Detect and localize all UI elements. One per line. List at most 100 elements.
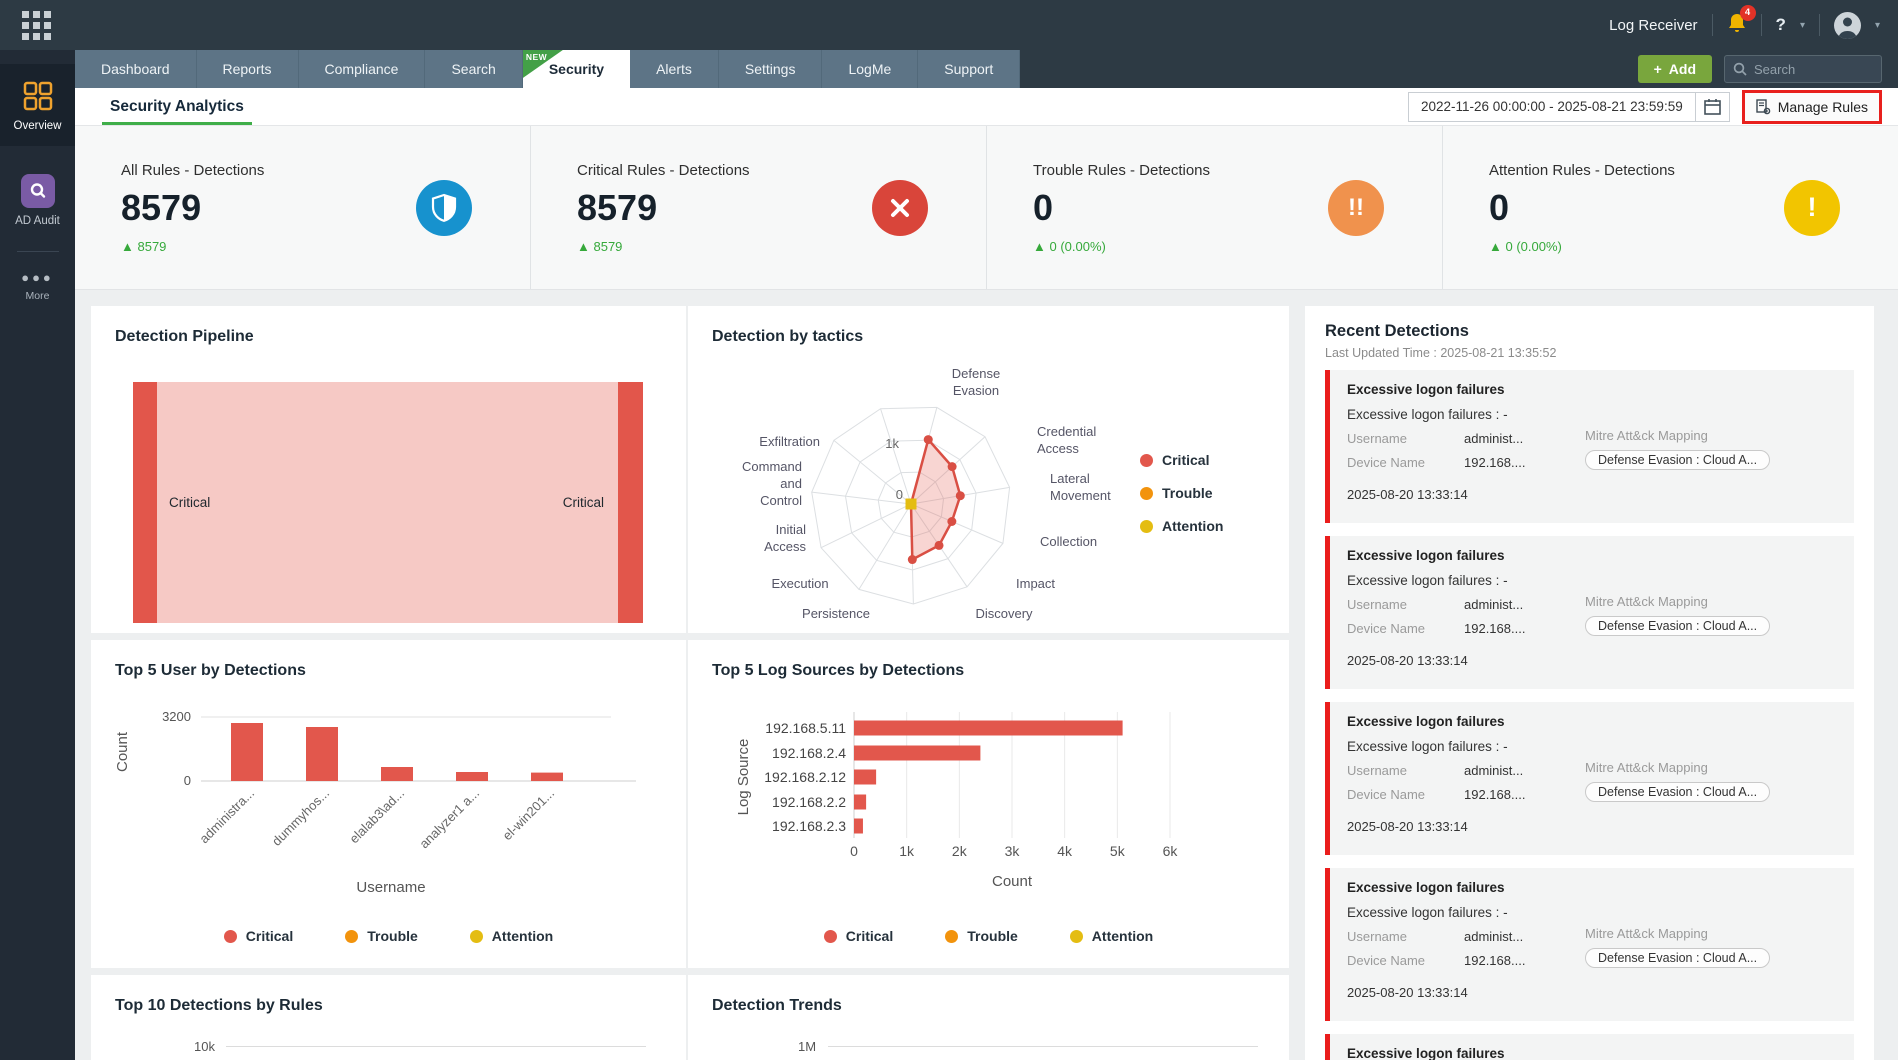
bar[interactable] bbox=[456, 772, 488, 781]
detection-card[interactable]: Excessive logon failures bbox=[1325, 1034, 1854, 1060]
tab-dashboard[interactable]: Dashboard bbox=[75, 50, 197, 88]
search-input[interactable] bbox=[1754, 61, 1864, 77]
manage-rules-button[interactable]: Manage Rules bbox=[1744, 92, 1879, 121]
radar-gridline bbox=[811, 406, 1011, 605]
mitre-tag-chip[interactable]: Defense Evasion : Cloud A... bbox=[1585, 782, 1771, 802]
detection-card[interactable]: Excessive logon failures Excessive logon… bbox=[1325, 868, 1854, 1021]
kpi-trouble-rules[interactable]: Trouble Rules - Detections 0 ▲ 0 (0.00%)… bbox=[986, 126, 1442, 289]
bar[interactable] bbox=[854, 720, 1123, 736]
radar-series-critical[interactable] bbox=[909, 438, 962, 561]
top-users-card: Top 5 User by Detections 3200 0 Count admin… bbox=[91, 640, 686, 968]
tab-logme[interactable]: LogMe bbox=[822, 50, 919, 88]
legend-dot bbox=[1140, 453, 1153, 467]
x-tick-label: 0 bbox=[850, 843, 858, 859]
x-tick-label: dummyhos... bbox=[269, 786, 332, 849]
x-tick-label: administra... bbox=[196, 786, 257, 847]
kpi-attention-rules[interactable]: Attention Rules - Detections 0 ▲ 0 (0.00… bbox=[1442, 126, 1898, 289]
bar[interactable] bbox=[854, 794, 867, 810]
top-log-sources-bar-chart[interactable]: 0 1k 2k 3k 4k 5k 6k 192.168.5.11 192.168.2.4 192.… bbox=[688, 640, 1289, 925]
kpi-change: ▲ 0 (0.00%) bbox=[1033, 238, 1106, 254]
radar-data-point[interactable] bbox=[923, 435, 933, 445]
detection-pipeline-card: Detection Pipeline Critical Critical bbox=[91, 306, 686, 633]
tab-security-analytics[interactable]: Security Analytics bbox=[102, 88, 252, 125]
mitre-tag-chip[interactable]: Defense Evasion : Cloud A... bbox=[1585, 948, 1771, 968]
mitre-tag-chip[interactable]: Defense Evasion : Cloud A... bbox=[1585, 616, 1771, 636]
kpi-all-rules[interactable]: All Rules - Detections 8579 ▲ 8579 bbox=[75, 126, 530, 289]
bar[interactable] bbox=[854, 818, 863, 834]
radar-category-label: Lateral bbox=[1050, 471, 1090, 486]
radar-spoke bbox=[910, 436, 986, 505]
global-search[interactable] bbox=[1724, 55, 1882, 83]
radar-data-point[interactable] bbox=[934, 540, 944, 550]
calendar-button[interactable] bbox=[1695, 91, 1730, 122]
tab-security[interactable]: NEW Security bbox=[522, 50, 631, 88]
sankey-node-left[interactable] bbox=[133, 382, 157, 623]
user-avatar[interactable] bbox=[1833, 11, 1861, 39]
help-button[interactable]: ? bbox=[1775, 15, 1786, 34]
sidebar-item-overview[interactable]: Overview bbox=[0, 64, 75, 146]
tab-settings[interactable]: Settings bbox=[719, 50, 823, 88]
y-tick-label: 192.168.2.12 bbox=[764, 769, 846, 785]
chevron-down-icon[interactable]: ▾ bbox=[1799, 19, 1805, 31]
tab-alerts[interactable]: Alerts bbox=[630, 50, 719, 88]
sankey-link[interactable] bbox=[157, 382, 618, 623]
legend-item-critical[interactable]: Critical bbox=[1140, 452, 1223, 468]
top-users-bar-chart[interactable]: 3200 0 Count administra... dummyhos... elalab… bbox=[91, 640, 686, 925]
bar[interactable] bbox=[854, 745, 981, 761]
detection-title: Excessive logon failures bbox=[1347, 382, 1505, 397]
app-launcher-icon[interactable] bbox=[22, 10, 51, 40]
y-tick-label: 192.168.2.3 bbox=[772, 818, 846, 834]
overview-grid-icon bbox=[23, 81, 52, 111]
notifications-bell-icon[interactable]: 4 bbox=[1727, 4, 1756, 39]
product-switcher[interactable]: Log Receiver bbox=[1609, 16, 1698, 34]
tab-search[interactable]: Search bbox=[425, 50, 523, 88]
bar[interactable] bbox=[381, 767, 413, 781]
date-range-picker[interactable]: 2022-11-26 00:00:00 - 2025-08-21 23:59:5… bbox=[1408, 91, 1696, 122]
legend-item-attention[interactable]: Attention bbox=[469, 928, 553, 944]
ellipsis-icon: ●●● bbox=[21, 270, 54, 285]
legend-item-attention[interactable]: Attention bbox=[1069, 928, 1153, 944]
detection-card[interactable]: Excessive logon failures Excessive logon… bbox=[1325, 370, 1854, 523]
radar-series-attention-marker[interactable] bbox=[905, 498, 917, 510]
legend-item-trouble[interactable]: Trouble bbox=[1140, 485, 1223, 501]
radar-tick: 0 bbox=[896, 487, 903, 502]
chevron-down-icon[interactable]: ▾ bbox=[1874, 19, 1880, 31]
sankey-node-right[interactable] bbox=[618, 382, 643, 623]
sidebar-item-label: Overview bbox=[13, 120, 62, 132]
radar-data-point[interactable] bbox=[947, 462, 957, 472]
tab-reports[interactable]: Reports bbox=[197, 50, 299, 88]
kpi-critical-rules[interactable]: Critical Rules - Detections 8579 ▲ 8579 bbox=[530, 126, 986, 289]
mitre-tag-chip[interactable]: Defense Evasion : Cloud A... bbox=[1585, 450, 1771, 470]
radar-category-label: Access bbox=[1037, 441, 1079, 456]
username-value: administ... bbox=[1464, 929, 1524, 944]
bar[interactable] bbox=[531, 772, 563, 781]
tab-compliance[interactable]: Compliance bbox=[299, 50, 426, 88]
detection-title: Excessive logon failures bbox=[1347, 548, 1505, 563]
legend-item-trouble[interactable]: Trouble bbox=[345, 928, 418, 944]
bar[interactable] bbox=[306, 727, 338, 781]
detection-trends-card: Detection Trends 1M bbox=[688, 975, 1289, 1060]
radar-category-label: Control bbox=[760, 493, 802, 508]
radar-data-point[interactable] bbox=[955, 491, 965, 501]
bar[interactable] bbox=[854, 769, 877, 785]
plus-icon: + bbox=[1653, 61, 1662, 77]
radar-category-label: Impact bbox=[1016, 576, 1055, 591]
person-icon bbox=[1837, 17, 1857, 39]
legend-item-trouble[interactable]: Trouble bbox=[945, 928, 1018, 944]
radar-data-point[interactable] bbox=[947, 516, 957, 526]
bar[interactable] bbox=[231, 723, 263, 781]
detection-card[interactable]: Excessive logon failures Excessive logon… bbox=[1325, 536, 1854, 689]
add-button[interactable]: + Add bbox=[1637, 55, 1712, 83]
up-arrow-icon: ▲ bbox=[577, 238, 594, 254]
sidebar-item-ad-audit[interactable]: AD Audit bbox=[0, 174, 75, 227]
tab-support[interactable]: Support bbox=[918, 50, 1021, 88]
radar-category-label: Execution bbox=[771, 576, 828, 591]
detection-card[interactable]: Excessive logon failures Excessive logon… bbox=[1325, 702, 1854, 855]
radar-data-point[interactable] bbox=[907, 555, 917, 565]
radar-chart[interactable]: 1k 0 Defense Evasion Credential Access Lateral… bbox=[688, 306, 1289, 633]
sidebar-item-more[interactable]: ●●● More bbox=[0, 252, 75, 302]
legend-item-critical[interactable]: Critical bbox=[223, 928, 293, 944]
legend-item-critical[interactable]: Critical bbox=[823, 928, 893, 944]
legend-dot bbox=[823, 929, 837, 943]
legend-item-attention[interactable]: Attention bbox=[1140, 518, 1223, 534]
